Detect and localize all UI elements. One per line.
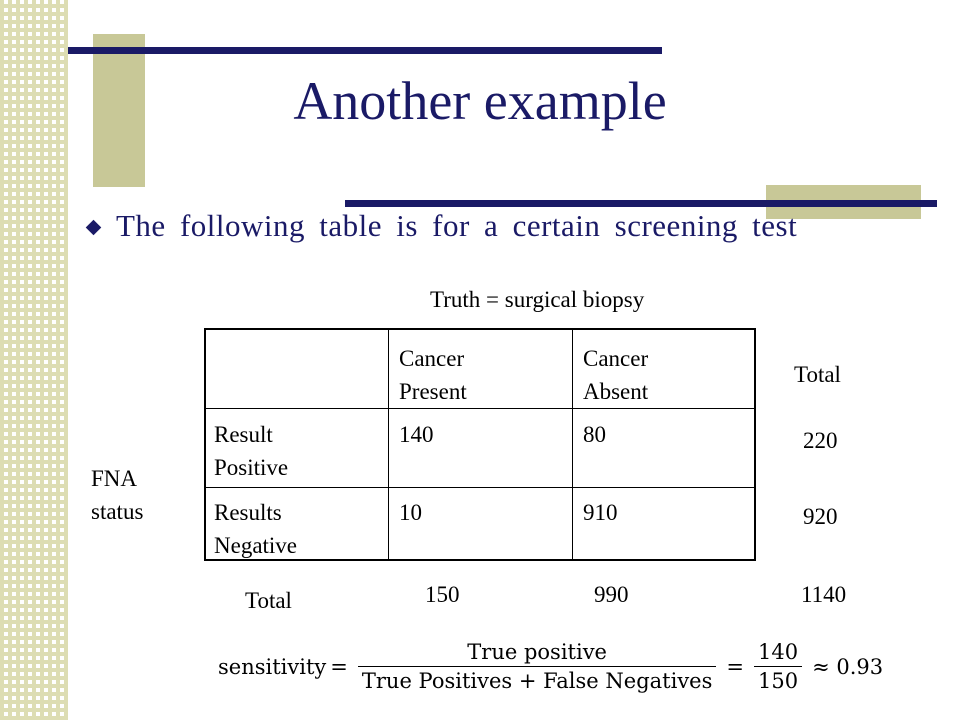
sensitivity-formula: sensitivity = True positive True Positiv…: [218, 640, 887, 693]
approx-result: ≈ 0.93: [812, 654, 884, 679]
column-total: 150: [425, 582, 460, 607]
table-cell: 10: [399, 500, 422, 525]
formula-fraction: True positive True Positives + False Neg…: [357, 640, 717, 693]
header-line: Absent: [583, 379, 649, 405]
header-line: Cancer: [583, 346, 649, 371]
decorative-rule: [345, 200, 937, 207]
grand-total: 1140: [801, 582, 847, 607]
decorative-checker-strip: [0, 0, 68, 720]
table-cell: 80: [583, 422, 606, 447]
equals-sign: =: [330, 654, 348, 679]
table-row-label: Results Negative: [214, 496, 297, 563]
row-label-line: Result: [214, 422, 273, 447]
formula-lhs: sensitivity: [218, 654, 327, 679]
header-line: Cancer: [399, 346, 465, 371]
row-group-header: FNA status: [91, 462, 143, 529]
fraction-numerator: True positive: [467, 640, 607, 664]
column-group-header: Truth = surgical biopsy: [430, 287, 645, 312]
fraction-denominator: 150: [754, 666, 803, 693]
header-line: Present: [399, 379, 467, 405]
slide-title: Another example: [293, 71, 667, 131]
formula-fraction: 140 150: [754, 640, 803, 693]
decorative-block: [93, 34, 145, 187]
diamond-bullet-icon: [85, 219, 102, 235]
row-group-header-line: status: [91, 499, 144, 525]
row-label-line: Negative: [214, 533, 298, 559]
equals-sign: =: [726, 654, 744, 679]
table-divider: [206, 408, 754, 409]
total-column-label: Total: [794, 362, 841, 387]
bullet-text: The following table is for a certain scr…: [116, 208, 798, 243]
table-column-header: Cancer Present: [399, 342, 467, 409]
column-total: 990: [594, 582, 629, 607]
decorative-rule: [68, 47, 662, 54]
table-divider: [388, 330, 389, 559]
total-row-label: Total: [245, 588, 292, 613]
bullet-point: The following table is for a certain scr…: [85, 208, 798, 244]
table-row-label: Result Positive: [214, 418, 288, 485]
row-group-header-line: FNA: [91, 466, 138, 491]
row-total: 920: [803, 504, 838, 529]
fraction-numerator: 140: [758, 640, 799, 664]
fraction-denominator: True Positives + False Negatives: [357, 666, 717, 693]
table-column-header: Cancer Absent: [583, 342, 648, 409]
row-label-line: Results: [214, 500, 282, 525]
table-divider: [206, 487, 754, 488]
table-cell: 140: [399, 422, 434, 447]
table-divider: [572, 330, 573, 559]
table-cell: 910: [583, 500, 618, 525]
row-label-line: Positive: [214, 455, 289, 481]
contingency-table: Cancer Present Cancer Absent Result Posi…: [204, 328, 756, 561]
row-total: 220: [803, 428, 838, 453]
